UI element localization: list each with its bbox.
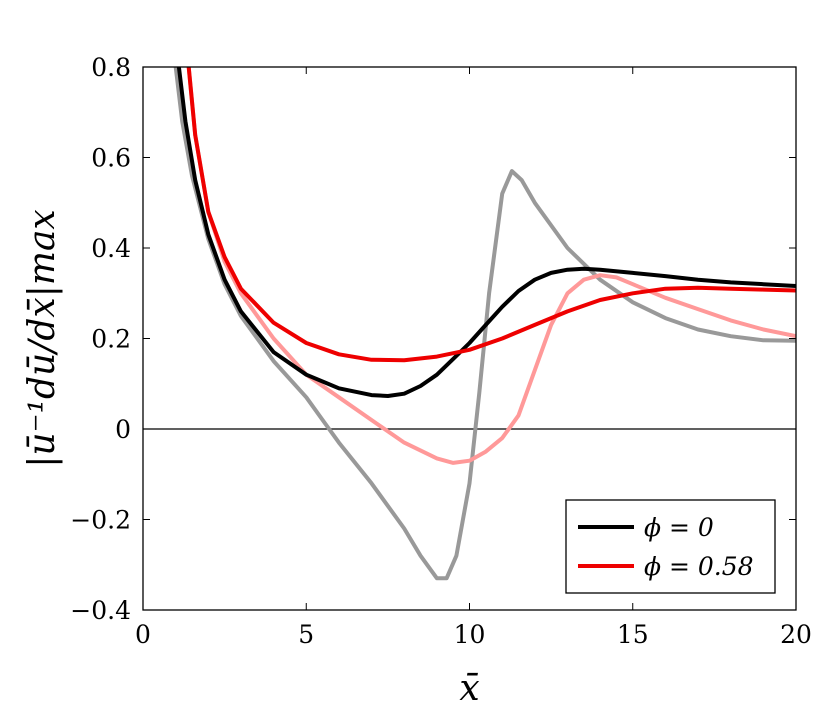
legend-label-phi-0: ϕ = 0 (644, 513, 714, 542)
legend: ϕ = 0 ϕ = 0.58 (565, 499, 776, 594)
x-tick-label: 5 (298, 620, 314, 649)
x-tick-label: 15 (617, 620, 649, 649)
y-tick-label: 0.2 (91, 325, 131, 354)
legend-box (565, 499, 776, 594)
y-tick-label: −0.2 (70, 506, 131, 535)
y-axis-label: |ū⁻¹dū/dx̄|max (22, 209, 63, 468)
x-tick-label: 10 (454, 620, 486, 649)
series-line-2 (176, 67, 796, 398)
series-line-3 (186, 67, 796, 363)
x-tick-label: 20 (780, 620, 812, 649)
y-tick-label: 0.8 (91, 53, 131, 82)
y-tick-label: 0 (115, 415, 131, 444)
x-axis-label: x̄ (459, 668, 479, 709)
legend-label-phi-0-58: ϕ = 0.58 (644, 552, 754, 581)
series-line-0 (173, 67, 796, 581)
y-tick-label: 0.4 (91, 234, 131, 263)
y-tick-label: 0.6 (91, 144, 131, 173)
y-tick-label: −0.4 (70, 596, 131, 625)
x-tick-label: 0 (135, 620, 151, 649)
